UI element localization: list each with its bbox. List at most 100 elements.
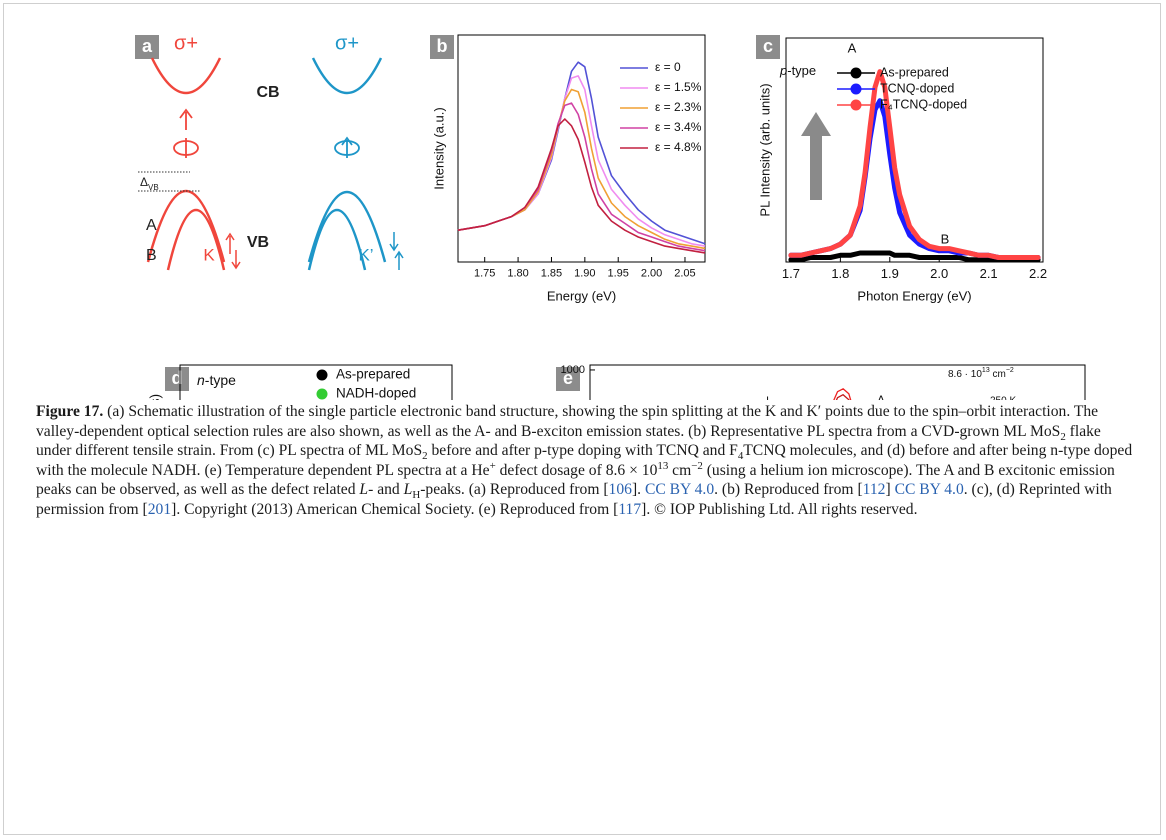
x-axis-label: Energy (eV) [547,288,616,303]
x-tick-label: 1.9 [881,266,899,281]
legend-label: ε = 2.3% [655,100,702,114]
annotation-run: p [779,63,787,78]
transition-arrow [179,108,193,130]
panel-label: c [763,36,773,56]
x-tick-label: 1.80 [507,267,528,279]
sigma-label: σ+ [335,32,359,54]
plot-frame [179,364,453,400]
figure: a σ+ ΔVB A B K CB VB σ+ [135,32,1086,400]
x-tick-label: 1.95 [608,267,629,279]
caption-run: (a) Schematic illustration of the single… [36,403,1099,440]
annotation-run: -type [205,372,236,388]
caption: Figure 17. (a) Schematic illustration of… [36,402,1138,520]
x-tick-label: 1.75 [474,267,495,279]
y-tick-label: 1000 [561,364,585,376]
conduction-band [150,57,222,95]
panel-label: a [142,36,153,56]
caption-run: defect dosage of 8.6 × 10 [495,461,658,479]
annotation: LH [766,395,778,400]
caption-run[interactable]: 117 [618,500,642,518]
caption-run[interactable]: CC BY 4.0 [644,481,715,499]
band-diagram: a σ+ ΔVB A B K CB VB σ+ [135,32,404,271]
caption-run: L [403,481,413,499]
caption-run: . (b) Reproduced from [ [714,481,863,499]
annotation-run: −2 [1006,367,1014,374]
caption-run: ]. [631,481,645,499]
legend-label: TCNQ-doped [880,81,954,95]
band-label: B [146,247,157,264]
legend-label: NADH-doped [336,386,416,400]
plot-frame [589,364,1086,400]
caption-run[interactable]: 106 [608,481,632,499]
annotation: 8.6 · 1013 cm−2 [948,367,1014,379]
caption-run: 4 [737,450,744,463]
caption-run[interactable]: CC BY 4.0 [894,481,964,499]
y-axis-label: Intensity (a.u.) [431,107,446,189]
x-tick-label: 2.1 [980,266,998,281]
delta-symbol: Δ [140,175,148,189]
y-axis-label: PL Intensity (arb. units) [757,83,772,216]
caption-run[interactable]: 112 [862,481,886,499]
panel-label: b [437,36,448,56]
series-line [457,118,706,254]
x-tick-label: 1.7 [782,266,800,281]
caption-run[interactable]: 201 [147,500,172,518]
annotation: A [877,393,885,400]
x-tick-label: 1.8 [831,266,849,281]
x-tick-label: 2.00 [641,267,662,279]
legend-label: F₄TCNQ-doped [880,97,967,111]
band-name: CB [256,84,279,101]
annotation-run: cm [990,369,1006,380]
legend-swatch [316,388,328,400]
annotation-run: -type [787,63,816,78]
spin-arrow [389,232,399,252]
plot-frame [457,34,706,263]
valley-label: K [203,245,215,264]
conduction-band [311,57,383,95]
band-label: A [146,217,157,234]
caption-run: - and [368,481,404,499]
legend-label: As-prepared [880,65,949,79]
annotation: B [941,231,950,246]
caption-run: + [489,459,496,472]
legend-label: ε = 1.5% [655,80,702,94]
caption-run: L [359,481,369,499]
caption-run: 13 [657,459,669,472]
caption-run: . (c), (d) Reprinted with permission fro… [36,481,1112,518]
caption-run: before and after p-type doping with TCNQ… [427,442,738,460]
caption-run: cm [668,461,692,479]
legend-label: ε = 3.4% [655,120,702,134]
legend-label: ε = 4.8% [655,140,702,154]
caption-run: flake under different tensile strain. Fr… [36,422,1101,460]
caption-run: ]. © IOP Publishing Ltd. All rights rese… [641,500,918,518]
legend-swatch [850,67,862,79]
valley-label: K’ [358,245,373,264]
frame [3,3,1161,835]
caption-run: 2 [422,450,428,463]
annotation-run: 13 [982,367,990,374]
caption-run: ]. Copyright (2013) American Chemical So… [171,500,619,518]
x-tick-label: 1.90 [574,267,595,279]
delta-subscript: VB [148,183,159,192]
caption-run: (using a helium ion microscope). The A a… [36,461,1115,499]
annotation: A [848,40,857,55]
caption-run: -peaks. (a) Reproduced from [ [420,481,609,499]
spin-arrow [231,250,241,270]
caption-run: −2 [691,459,703,472]
panel-label: e [563,368,573,388]
annotation: n-type [197,372,236,388]
annotation-run: n [197,372,205,388]
sigma-label: σ+ [174,32,198,54]
delta-label: ΔVB [140,175,159,191]
panel-label: d [172,368,183,388]
legend-swatch [850,83,862,95]
annotation-run: 8.6 · 10 [948,369,982,380]
band-name: VB [247,234,269,251]
spin-arrow [394,250,404,270]
polarization-axis [341,136,353,158]
y-axis-label: PL Intensity (arb. units) [147,394,163,400]
caption-run: TCNQ molecules, and (d) before and after… [36,442,1133,479]
legend-label: ε = 0 [655,60,681,74]
x-axis-label: Photon Energy (eV) [857,288,971,303]
